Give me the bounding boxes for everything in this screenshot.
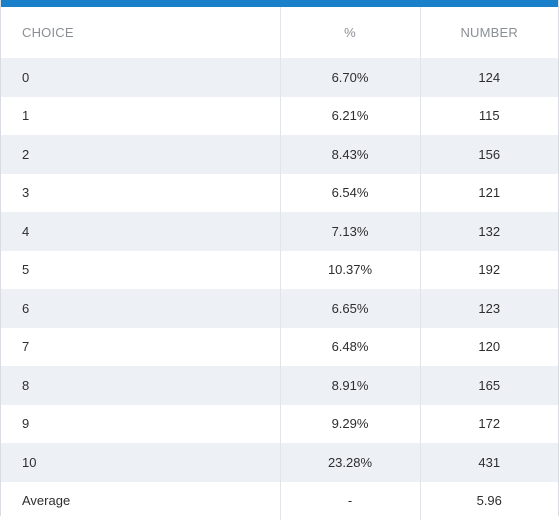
cell-choice: 10 (1, 443, 280, 482)
cell-choice: 2 (1, 135, 280, 174)
cell-percent: - (280, 482, 420, 520)
results-table: CHOICE % NUMBER 0 6.70% 124 1 6.21% 115 … (1, 7, 558, 520)
cell-number: 156 (420, 135, 558, 174)
cell-choice: 4 (1, 212, 280, 251)
cell-number: 431 (420, 443, 558, 482)
cell-percent: 6.70% (280, 58, 420, 97)
cell-choice: Average (1, 482, 280, 520)
table-row: 2 8.43% 156 (1, 135, 558, 174)
column-header-choice: CHOICE (1, 7, 280, 58)
cell-choice: 6 (1, 289, 280, 328)
cell-percent: 8.91% (280, 366, 420, 405)
cell-number: 192 (420, 251, 558, 290)
accent-top-bar (1, 0, 558, 7)
cell-percent: 6.65% (280, 289, 420, 328)
cell-choice: 0 (1, 58, 280, 97)
column-header-percent: % (280, 7, 420, 58)
cell-percent: 6.21% (280, 97, 420, 136)
cell-choice: 7 (1, 328, 280, 367)
table-row: 1 6.21% 115 (1, 97, 558, 136)
table-header-row: CHOICE % NUMBER (1, 7, 558, 58)
cell-choice: 3 (1, 174, 280, 213)
cell-choice: 5 (1, 251, 280, 290)
cell-percent: 6.48% (280, 328, 420, 367)
table-row: 0 6.70% 124 (1, 58, 558, 97)
column-header-number: NUMBER (420, 7, 558, 58)
table-row: 6 6.65% 123 (1, 289, 558, 328)
cell-number: 123 (420, 289, 558, 328)
cell-number: 172 (420, 405, 558, 444)
cell-choice: 9 (1, 405, 280, 444)
table-row: 5 10.37% 192 (1, 251, 558, 290)
cell-number: 124 (420, 58, 558, 97)
table-row: 7 6.48% 120 (1, 328, 558, 367)
cell-percent: 9.29% (280, 405, 420, 444)
cell-percent: 10.37% (280, 251, 420, 290)
cell-number: 120 (420, 328, 558, 367)
cell-choice: 1 (1, 97, 280, 136)
cell-percent: 6.54% (280, 174, 420, 213)
table-row-average: Average - 5.96 (1, 482, 558, 520)
table-row: 4 7.13% 132 (1, 212, 558, 251)
table-row: 3 6.54% 121 (1, 174, 558, 213)
cell-number: 115 (420, 97, 558, 136)
cell-choice: 8 (1, 366, 280, 405)
cell-number: 132 (420, 212, 558, 251)
cell-percent: 7.13% (280, 212, 420, 251)
cell-number: 5.96 (420, 482, 558, 520)
table-row: 8 8.91% 165 (1, 366, 558, 405)
table-row: 10 23.28% 431 (1, 443, 558, 482)
cell-number: 165 (420, 366, 558, 405)
cell-number: 121 (420, 174, 558, 213)
table-row: 9 9.29% 172 (1, 405, 558, 444)
cell-percent: 23.28% (280, 443, 420, 482)
cell-percent: 8.43% (280, 135, 420, 174)
